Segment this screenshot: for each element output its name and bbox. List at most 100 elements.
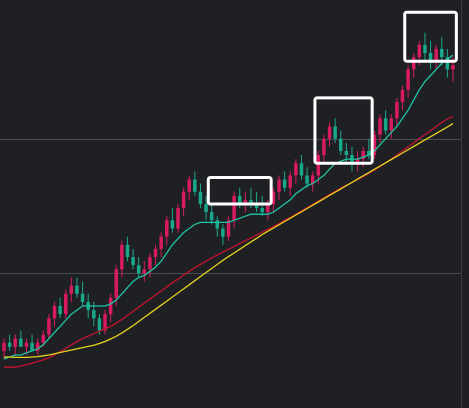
candle-42 [232,191,236,229]
candle-body [30,342,34,351]
candle-body [181,191,186,209]
candle-28 [153,244,158,266]
candle-body [170,220,175,229]
candle-body [215,220,220,229]
candle-body [165,220,169,237]
candle-71 [395,97,399,127]
candle-body [204,204,208,213]
candle-41 [226,216,231,241]
candle-78 [434,44,438,70]
highlight-box-1 [206,175,273,206]
candle-14 [75,277,79,298]
candle-31 [170,208,175,233]
candle-19 [103,310,107,335]
candle-74 [411,53,416,78]
candle-body [193,179,197,192]
candle-body [445,57,450,70]
candle-body [24,342,29,347]
candle-body [299,163,304,176]
candle-68 [378,114,382,143]
candle-66 [367,138,371,160]
moving-averages-layer [3,54,454,368]
candle-body [451,65,455,70]
candle-body [58,306,62,315]
candle-32 [176,204,180,233]
candle-body [131,257,135,266]
candle-body [226,220,231,237]
candle-body [243,199,248,204]
candle-54 [299,155,304,180]
candle-50 [277,175,281,200]
candle-body [395,102,399,119]
candle-77 [428,40,433,70]
candle-body [372,134,377,156]
candle-body [333,126,337,139]
candle-body [310,175,315,184]
candle-51 [282,171,287,192]
candle-1 [2,338,6,360]
candle-body [232,195,236,221]
candle-body [344,150,349,156]
candle-body [209,212,214,221]
candle-body [305,175,309,184]
candle-body [367,150,371,156]
candle-body [80,293,85,302]
candle-27 [148,252,152,278]
candle-body [2,342,6,351]
candle-body [19,338,23,347]
candle-body [277,179,281,192]
candle-55 [305,167,309,188]
highlight-box-3 [403,10,458,63]
ma-long-line [4,123,454,359]
candle-67 [372,130,377,160]
candle-76 [423,32,427,62]
highlight-box-2 [313,96,374,165]
candle-body [411,57,416,70]
candle-33 [181,187,186,217]
candle-38 [209,204,214,225]
candle-37 [204,195,208,221]
candle-body [361,150,365,160]
candle-26 [142,261,147,282]
candle-30 [165,216,169,245]
candle-body [327,126,332,139]
candle-body [13,338,17,347]
candle-53 [294,159,298,184]
candle-body [383,118,388,131]
candle-25 [136,257,141,278]
candle-body [47,318,51,335]
candle-11 [58,297,62,319]
candle-64 [355,150,360,172]
ma-mid-line [4,115,454,368]
candle-70 [389,114,394,139]
candle-body [120,244,124,270]
candle-body [316,155,321,176]
candle-body [428,53,433,62]
candle-69 [383,110,388,135]
candle-58 [322,134,326,164]
candle-9 [47,314,51,339]
candle-body [198,191,203,204]
candle-60 [333,118,337,143]
candle-body [322,138,326,156]
candle-body [41,334,46,343]
candle-3 [13,334,17,355]
candle-body [423,44,427,54]
candle-body [254,204,259,209]
candle-body [125,244,130,258]
candle-34 [187,175,191,200]
candle-10 [52,301,57,327]
candle-body [97,318,102,331]
candle-13 [69,277,74,302]
candle-body [92,310,96,319]
candle-body [389,118,394,131]
highlight-boxes-layer [206,10,458,206]
candle-40 [221,224,225,245]
candle-body [355,159,360,164]
candle-7 [35,338,40,355]
candle-body [148,257,152,270]
candle-body [103,314,107,331]
candle-body [187,179,191,192]
candle-56 [310,171,315,192]
